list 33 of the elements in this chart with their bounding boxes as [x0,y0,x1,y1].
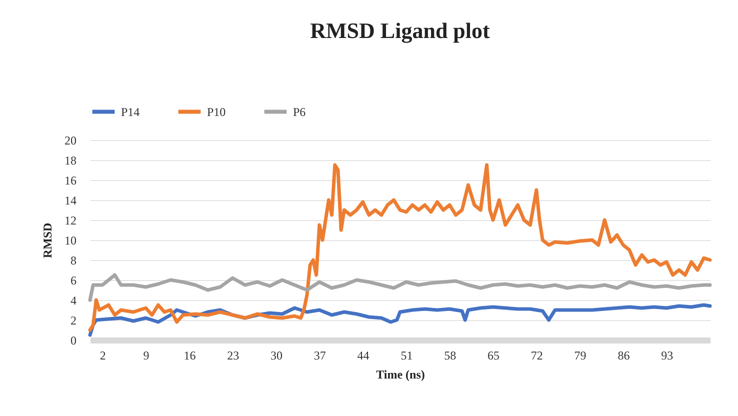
x-tick-label: 51 [400,348,413,362]
legend-label: P14 [121,104,140,119]
y-tick-label: 10 [64,234,76,248]
x-tick-label: 72 [530,348,543,362]
y-axis-title: RMSD [40,222,54,258]
y-tick-label: 4 [70,294,76,308]
legend-label: P10 [207,104,226,119]
y-tick-label: 8 [70,254,76,268]
x-tick-label: 65 [488,348,500,362]
x-tick-label: 93 [661,348,674,362]
x-tick-label: 16 [184,348,196,362]
x-tick-label: 2 [100,348,106,362]
y-tick-label: 20 [64,134,76,148]
x-tick-label: 30 [270,348,282,362]
x-axis-title: Time (ns) [376,368,425,382]
chart-title: RMSD Ligand plot [310,18,491,43]
y-tick-label: 14 [64,194,76,208]
x-tick-label: 9 [143,348,150,362]
y-tick-label: 16 [64,174,76,188]
y-tick-label: 0 [70,334,76,348]
x-tick-label: 23 [227,348,240,362]
x-tick-label: 79 [574,348,586,362]
y-tick-label: 6 [70,274,76,288]
x-tick-label: 44 [357,348,370,362]
x-tick-label: 58 [444,348,456,362]
line-series [88,163,712,332]
y-tick-label: 2 [70,314,76,328]
y-tick-label: 12 [64,214,76,228]
line-series [88,273,712,302]
legend-label: P6 [293,104,306,119]
x-tick-label: 86 [618,348,630,362]
x-tick-label: 37 [314,348,326,362]
y-tick-label: 18 [64,154,76,168]
